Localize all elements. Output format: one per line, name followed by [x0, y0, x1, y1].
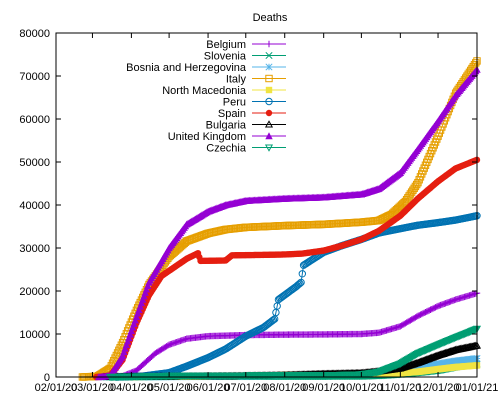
- data-point: [269, 316, 278, 324]
- legend-item-united-kingdom: United Kingdom: [168, 131, 286, 143]
- legend-label: Bulgaria: [206, 120, 247, 132]
- y-tick-label: 10000: [19, 329, 50, 341]
- data-point: [112, 351, 121, 360]
- data-point: [120, 348, 128, 356]
- data-point: [412, 180, 421, 189]
- x-tick-label: 03/01/20: [71, 382, 114, 394]
- x-tick-label: 10/01/20: [340, 382, 383, 394]
- legend-label: Slovenia: [204, 51, 247, 63]
- x-tick-label: 07/01/20: [224, 382, 267, 394]
- data-point: [115, 346, 123, 355]
- data-point: [294, 280, 303, 289]
- data-point: [405, 192, 413, 200]
- legend-item-peru: Peru: [223, 97, 286, 109]
- legend-label: Spain: [218, 108, 246, 120]
- legend-label: United Kingdom: [168, 131, 246, 143]
- legend-label: North Macedonia: [162, 85, 247, 97]
- legend-label: Italy: [226, 74, 247, 86]
- legend-item-belgium: Belgium: [206, 39, 286, 51]
- y-tick-label: 20000: [19, 286, 50, 298]
- legend-item-north-macedonia: North Macedonia: [162, 85, 286, 97]
- data-point: [127, 327, 136, 335]
- data-point: [472, 59, 480, 67]
- data-point: [469, 62, 477, 71]
- data-point: [470, 61, 479, 69]
- data-point: [130, 320, 138, 328]
- data-point: [406, 190, 415, 198]
- series-layer: [78, 57, 482, 382]
- x-tick-label: 09/01/20: [302, 382, 345, 394]
- legend-marker: [264, 144, 274, 152]
- x-tick-label: 11/01/20: [379, 382, 421, 394]
- data-point: [297, 278, 305, 287]
- data-point: [407, 188, 416, 196]
- data-point: [121, 344, 129, 352]
- x-tick-label: 02/01/20: [35, 382, 78, 394]
- data-point: [128, 323, 137, 331]
- y-tick-label: 30000: [19, 243, 50, 255]
- legend-marker: [264, 120, 274, 128]
- series-line-spain: [96, 159, 478, 378]
- data-point: [409, 186, 417, 194]
- data-point: [110, 356, 118, 365]
- legend-marker: [265, 109, 273, 117]
- legend-label: Bosnia and Herzegovina: [126, 62, 247, 74]
- data-point: [402, 195, 411, 204]
- data-point: [126, 330, 134, 338]
- x-tick-label: 12/01/20: [417, 382, 460, 394]
- data-point: [111, 354, 119, 362]
- legend-item-italy: Italy: [226, 74, 286, 86]
- data-point: [399, 200, 407, 208]
- data-point: [113, 349, 122, 357]
- series-spain: [93, 156, 481, 381]
- x-tick-label: 05/01/20: [148, 382, 191, 394]
- x-tick-label: 08/01/20: [263, 382, 306, 394]
- legend-label: Czechia: [206, 143, 247, 155]
- legend-item-spain: Spain: [218, 108, 286, 120]
- data-point: [298, 270, 307, 278]
- data-point: [404, 194, 412, 202]
- series-peru: [112, 212, 481, 381]
- y-tick-label: 0: [44, 372, 50, 384]
- y-tick-label: 60000: [19, 114, 50, 126]
- legend-marker: [265, 132, 273, 140]
- y-tick-label: 80000: [19, 28, 50, 40]
- y-tick-label: 40000: [19, 200, 50, 212]
- legend-marker: [265, 40, 273, 48]
- legend-marker: [265, 51, 273, 60]
- data-point: [125, 334, 133, 342]
- legend-item-slovenia: Slovenia: [204, 51, 286, 63]
- legend-item-czechia: Czechia: [206, 143, 286, 155]
- y-tick-label: 50000: [19, 157, 50, 169]
- y-tick-label: 70000: [19, 71, 50, 83]
- legend-marker: [265, 97, 273, 106]
- data-point: [296, 279, 304, 288]
- data-point: [410, 184, 418, 193]
- data-point: [401, 197, 410, 206]
- data-point: [123, 337, 132, 345]
- legend-marker: [265, 86, 273, 94]
- legend-label: Belgium: [206, 39, 246, 51]
- axes-layer: 0 10000 20000 30000 40000 50000 60000 70000 8000…: [19, 28, 498, 394]
- chart-title: Deaths: [253, 12, 288, 24]
- x-tick-label: 01/01/21: [456, 382, 499, 394]
- legend-marker: [265, 74, 273, 83]
- x-tick-label: 04/01/20: [110, 382, 153, 394]
- data-point: [131, 316, 139, 324]
- legend-label: Peru: [223, 97, 246, 109]
- data-point: [118, 351, 127, 359]
- series-united-kingdom: [95, 65, 481, 381]
- legend-item-bulgaria: Bulgaria: [206, 120, 286, 132]
- legend-marker: [265, 63, 273, 71]
- legend-item-bosnia-and-herzegovina: Bosnia and Herzegovina: [126, 62, 286, 74]
- x-tick-label: 06/01/20: [187, 382, 230, 394]
- data-point: [122, 341, 131, 349]
- series-line-italy: [82, 60, 478, 378]
- data-point: [411, 182, 420, 191]
